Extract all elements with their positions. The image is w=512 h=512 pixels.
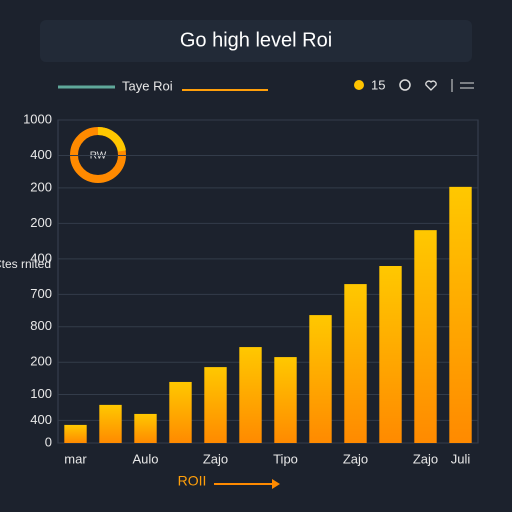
footer-arrow-head <box>272 479 280 489</box>
bar <box>204 367 227 443</box>
y-tick-label: 0 <box>45 434 52 449</box>
icon-circle[interactable] <box>399 79 411 91</box>
bar <box>414 230 437 443</box>
x-tick-label: Zajo <box>203 451 228 466</box>
title-bar <box>40 20 472 62</box>
x-tick-label: Zajo <box>343 451 368 466</box>
x-tick-label: Tipo <box>273 451 298 466</box>
badge-label: RW <box>90 151 107 162</box>
footer-label: ROII <box>178 473 207 489</box>
y-tick-label: 400 <box>30 412 52 427</box>
legend-count: 15 <box>371 77 385 92</box>
chart-title: Go high level Roi <box>180 29 332 51</box>
x-tick-label: Zajo <box>413 451 438 466</box>
x-tick-label: Aulo <box>132 451 158 466</box>
y-tick-label: 400 <box>30 147 52 162</box>
y-tick-label: 100 <box>30 386 52 401</box>
y-axis-label: Ctes rnited <box>0 257 51 271</box>
y-tick-label: 200 <box>30 179 52 194</box>
bar <box>379 265 402 443</box>
y-tick-label: 200 <box>30 215 52 230</box>
bar <box>309 315 332 443</box>
badge-arc <box>97 126 126 152</box>
y-tick-label: 400 <box>30 250 52 265</box>
bar <box>99 404 122 443</box>
y-tick-label: 1000 <box>23 111 52 126</box>
bar <box>344 284 367 443</box>
legend-dot <box>354 80 364 90</box>
bar <box>274 357 297 443</box>
badge-ring <box>70 127 126 183</box>
y-tick-label: 800 <box>30 318 52 333</box>
bar <box>239 347 262 443</box>
y-tick-label: 700 <box>30 286 52 301</box>
y-tick-label: 200 <box>30 354 52 369</box>
bar <box>449 186 472 443</box>
bar <box>64 424 87 443</box>
bar <box>169 381 192 443</box>
x-tick-label: Juli <box>451 451 471 466</box>
legend-label: Taye Roi <box>122 78 173 93</box>
bar <box>134 413 157 443</box>
icon-heart[interactable] <box>425 80 437 91</box>
x-tick-label: mar <box>64 451 87 466</box>
